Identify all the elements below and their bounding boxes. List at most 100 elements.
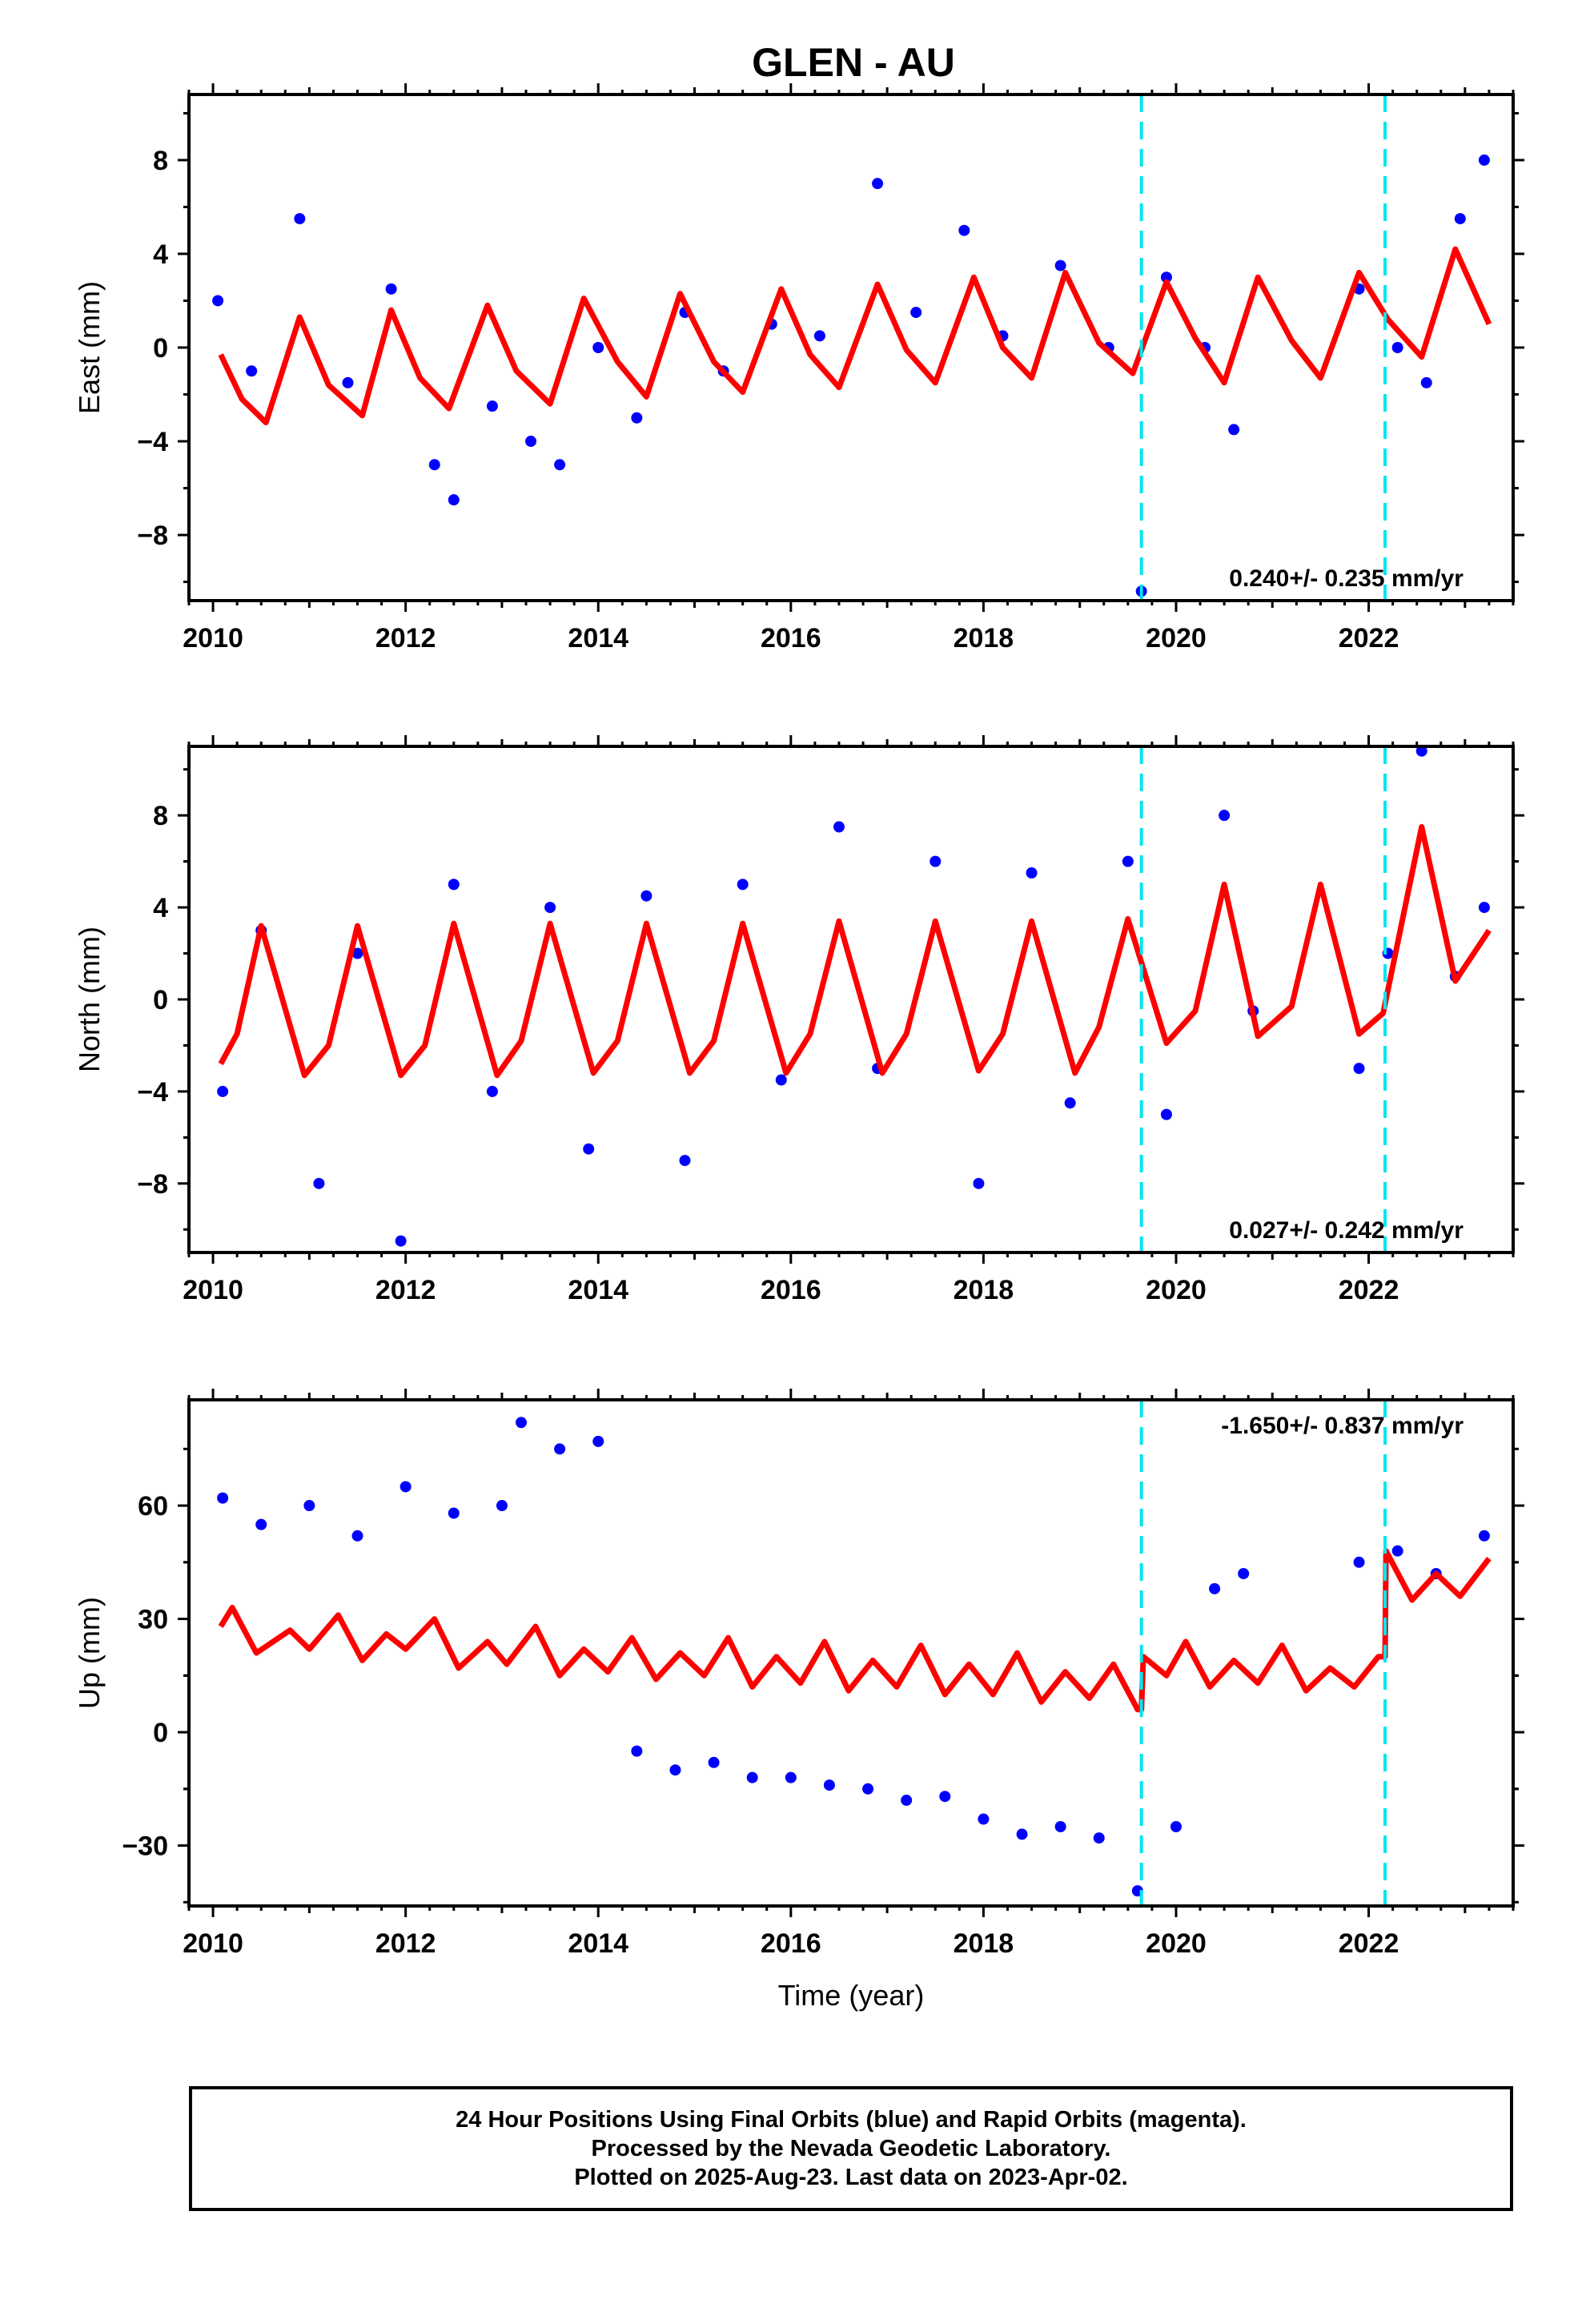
velocity-rate-label: 0.240+/- 0.235 mm/yr: [1229, 565, 1464, 592]
position-point: [1064, 1097, 1076, 1109]
position-point: [930, 855, 942, 867]
position-point: [294, 213, 306, 225]
position-point: [516, 1417, 528, 1429]
x-tick-label: 2014: [568, 1275, 628, 1305]
x-tick-label: 2020: [1146, 1275, 1207, 1305]
x-tick-label: 2018: [954, 1928, 1014, 1959]
x-tick-label: 2012: [375, 1928, 436, 1959]
position-point: [1238, 1567, 1250, 1579]
footer-box: 24 Hour Positions Using Final Orbits (bl…: [189, 2086, 1513, 2211]
y-tick-label: 0: [153, 1718, 168, 1748]
position-point: [400, 1481, 412, 1493]
y-tick-label: 0: [153, 985, 168, 1015]
position-point: [746, 1771, 758, 1783]
position-point: [1478, 154, 1490, 166]
position-point: [978, 1813, 990, 1825]
x-tick-label: 2018: [954, 1275, 1014, 1305]
position-point: [973, 1177, 985, 1189]
position-point: [679, 1155, 691, 1167]
x-tick-label: 2018: [954, 623, 1014, 653]
y-axis-title: East (mm): [73, 281, 106, 414]
x-tick-label: 2010: [183, 1275, 243, 1305]
position-point: [544, 902, 556, 914]
position-point: [1016, 1828, 1028, 1840]
plot-area: [217, 746, 1492, 1252]
y-axis-title: Up (mm): [73, 1597, 106, 1709]
position-point: [1160, 271, 1172, 283]
y-tick-label: 0: [153, 333, 168, 364]
x-tick-label: 2022: [1339, 623, 1399, 653]
position-point: [1415, 746, 1427, 757]
x-tick-label: 2016: [761, 1928, 821, 1959]
position-point: [212, 295, 224, 307]
position-point: [448, 1507, 460, 1519]
position-point: [813, 330, 825, 342]
position-point: [823, 1779, 835, 1791]
position-point: [448, 879, 460, 891]
x-tick-label: 2020: [1146, 623, 1207, 653]
position-point: [1160, 1108, 1172, 1120]
position-point: [785, 1771, 797, 1783]
position-point: [255, 1518, 267, 1530]
y-tick-label: −8: [137, 521, 168, 551]
footer-line-1: 24 Hour Positions Using Final Orbits (bl…: [456, 2107, 1247, 2133]
position-point: [631, 412, 643, 424]
east-panel: 2010 2012 2014 2016 2018 2020 2022 −8 −4 0 4 8 East …: [73, 83, 1524, 653]
velocity-rate-label: -1.650+/- 0.837 mm/yr: [1221, 1413, 1464, 1439]
plot-frame: [187, 1398, 1515, 1908]
y-tick-label: 4: [153, 239, 168, 270]
plot-area: [212, 94, 1492, 601]
y-tick-label: −4: [137, 427, 168, 457]
position-point: [669, 1764, 681, 1776]
position-point: [583, 1143, 595, 1155]
position-point: [910, 307, 922, 319]
position-point: [862, 1783, 874, 1795]
position-point: [775, 1074, 787, 1086]
y-tick-label: 30: [138, 1605, 168, 1635]
position-point: [1170, 1820, 1182, 1832]
position-point: [1353, 1063, 1365, 1075]
position-point: [246, 365, 258, 377]
position-point: [554, 459, 566, 471]
x-tick-label: 2010: [183, 1928, 243, 1959]
x-tick-label: 2014: [568, 1928, 628, 1959]
plot-area: [217, 1400, 1492, 1906]
position-point: [428, 459, 440, 471]
position-point: [737, 879, 749, 891]
position-point: [708, 1756, 720, 1768]
x-tick-label: 2014: [568, 623, 628, 653]
y-tick-label: −30: [122, 1831, 168, 1862]
position-point: [631, 1745, 643, 1757]
position-point: [313, 1177, 325, 1189]
x-tick-label: 2016: [761, 623, 821, 653]
position-point: [958, 224, 970, 236]
position-point: [1454, 213, 1466, 225]
position-point: [872, 178, 884, 190]
north-panel: 2010 2012 2014 2016 2018 2020 2022 −8 −4 0 4 8 North…: [73, 735, 1524, 1305]
position-point: [592, 342, 604, 353]
position-point: [351, 1530, 363, 1542]
footer-line-2: Processed by the Nevada Geodetic Laborat…: [591, 2136, 1111, 2161]
plot-frame: [187, 745, 1515, 1254]
footer-line-3: Plotted on 2025-Aug-23. Last data on 202…: [574, 2165, 1128, 2190]
position-point: [1478, 902, 1490, 914]
y-tick-label: 60: [138, 1491, 168, 1522]
position-point: [342, 376, 354, 388]
x-axis-title: Time (year): [778, 1979, 925, 2012]
position-point: [554, 1443, 566, 1455]
position-point: [496, 1500, 508, 1512]
position-point: [833, 821, 845, 833]
y-tick-label: −4: [137, 1077, 168, 1108]
position-point: [1054, 259, 1066, 271]
x-tick-label: 2020: [1146, 1928, 1207, 1959]
position-point: [395, 1235, 407, 1247]
position-point: [448, 494, 460, 506]
position-point: [901, 1794, 913, 1806]
position-point: [1478, 1530, 1490, 1542]
position-point: [385, 283, 397, 295]
position-point: [939, 1791, 951, 1803]
x-tick-label: 2022: [1339, 1928, 1399, 1959]
position-point: [1026, 867, 1038, 879]
position-point: [1353, 1556, 1365, 1568]
